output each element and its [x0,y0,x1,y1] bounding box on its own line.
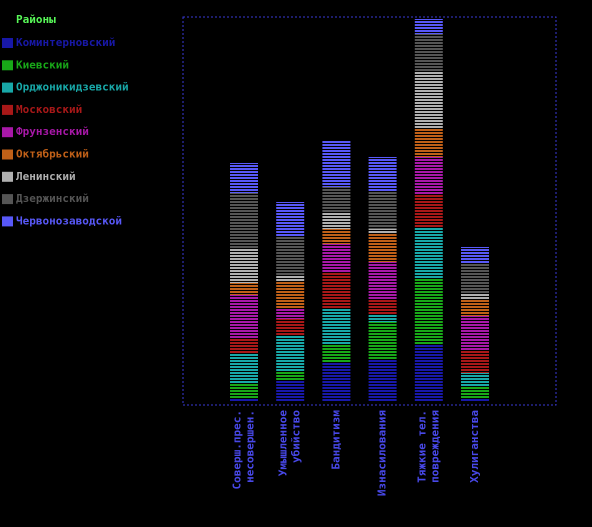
bar-segment [322,140,351,187]
bar-segment [230,248,258,283]
bar-segment [230,295,258,338]
bar-segment [461,247,489,263]
bar-segment [461,373,489,386]
bar-segment [230,163,258,193]
legend-swatch [2,171,13,182]
legend-swatch [2,38,13,48]
bar-segment [461,386,489,398]
bar-segment [461,263,489,293]
bar-segment [414,129,443,157]
bar-segment [230,383,258,398]
bar-segment [230,283,258,295]
bar-segment [322,244,351,272]
bar-segment [322,212,351,229]
bar-segment [368,322,397,359]
bar-segment [368,262,397,300]
bar-segment [276,319,305,335]
bar-segment [322,187,351,212]
bar-segment [322,272,351,309]
bar-segment [276,202,305,237]
bar-segment [322,363,351,401]
bar-segment [414,279,443,344]
legend-label: Киевский [16,58,69,71]
legend-swatch [2,60,13,71]
bar-segment [414,227,443,279]
legend-swatch [2,194,13,205]
bar-segment [230,398,258,401]
x-tick-label: Изнасилования [376,410,389,496]
bar-segment [461,351,489,373]
legend-label: Московский [16,103,82,116]
bar-segment [368,234,397,262]
bar-segment [276,309,305,319]
legend-swatch [2,216,13,227]
x-tick-label: несовершен. [244,410,257,483]
legend-label: Ленинский [16,170,76,183]
bar-segment [461,293,489,299]
x-tick-label: Умышленное [277,410,290,477]
bar-segment [368,359,397,401]
legend-swatch [2,104,13,115]
x-tick-label: Тяжкие тел. [415,410,428,483]
bar-segment [368,315,397,322]
bar-segment [322,309,351,345]
legend-label: Дзержинский [16,192,89,205]
bar-segment [276,237,305,275]
bar-segment [230,338,258,353]
bar-segment [414,72,443,129]
bar-segment [368,300,397,315]
bar-segment [414,194,443,227]
bar-segment [230,193,258,248]
bar-segment [322,345,351,363]
bar-segment [414,19,443,34]
bar-segment [276,335,305,372]
x-tick-label: повреждения [428,410,441,483]
bar-segment [230,353,258,383]
x-tick-label: Соверш.прес. [231,410,244,489]
bar-segment [414,344,443,401]
legend-label: Орджоникидзевский [16,81,129,94]
bar-segment [414,34,443,72]
bar-segment [368,157,397,192]
bar-segment [276,275,305,282]
legend-title: Районы [16,13,56,26]
bar-segment [461,316,489,351]
x-tick-label: убийство [290,410,303,463]
legend-label: Фрунзенский [16,125,89,138]
bar-segment [276,282,305,309]
bar-segment [368,229,397,234]
bar-segment [461,299,489,316]
legend-label: Коминтерновский [16,36,115,49]
bar-segment [461,398,489,401]
bar-segment [414,157,443,194]
legend-swatch [2,127,13,138]
legend-label: Червонозаводской [16,214,122,227]
legend-swatch [2,82,13,93]
bar-segment [276,380,305,401]
bar-segment [322,229,351,244]
bar-segment [368,192,397,229]
legend-swatch [2,149,13,160]
legend-label: Октябрьский [16,148,89,161]
bar-segment [276,372,305,380]
plot-frame [182,16,557,406]
x-tick-label: Бандитизм [329,410,342,470]
x-tick-label: Хулиганства [468,410,481,483]
